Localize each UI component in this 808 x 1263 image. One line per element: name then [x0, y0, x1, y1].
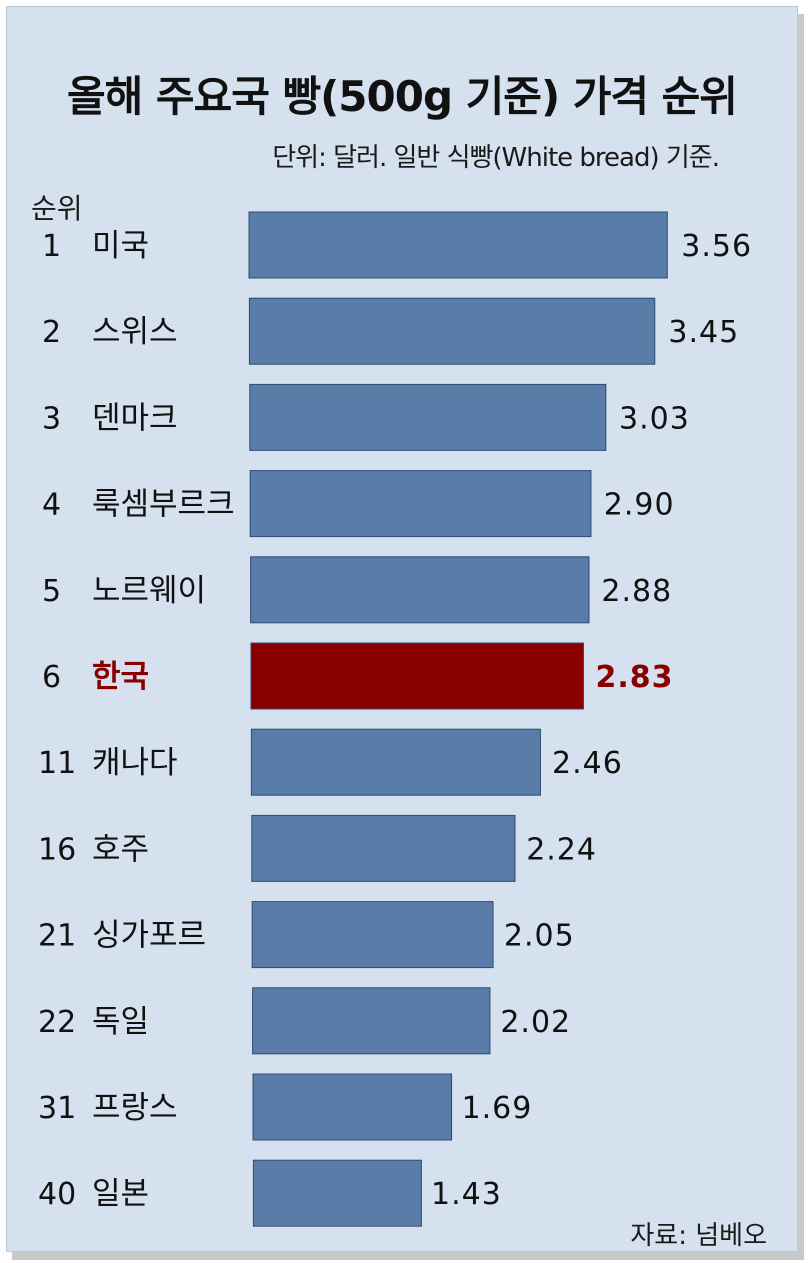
rank-label: 40 [38, 1177, 76, 1212]
category-label: 독일 [92, 1004, 149, 1040]
bar-6 [250, 642, 585, 710]
value-label: 1.69 [462, 1091, 533, 1126]
bar-7 [250, 728, 541, 796]
category-label: 싱가포르 [92, 918, 206, 954]
rank-label: 4 [42, 488, 61, 523]
bars-layer [248, 211, 668, 1227]
bar-1 [248, 211, 668, 279]
category-label: 노르웨이 [92, 573, 206, 609]
bar-10 [252, 987, 491, 1055]
bar-3 [249, 383, 607, 451]
value-label: 2.24 [526, 832, 597, 867]
value-label: 2.88 [601, 574, 672, 609]
category-label: 룩셈부르크 [92, 487, 235, 523]
rank-label: 11 [38, 746, 76, 781]
rank-label: 16 [38, 832, 76, 867]
bar-9 [251, 901, 494, 969]
value-label: 2.02 [500, 1005, 571, 1040]
chart-title: 올해 주요국 빵(500g 기준) 가격 순위 [67, 72, 738, 121]
labels-layer: 1 미국 3.56 2 스위스 3.45 3 덴마크 3.03 4 룩셈부르크 2.90 5 노르웨이 2.… [38, 228, 752, 1212]
chart-subtitle: 단위: 달러. 일반 식빵(White bread) 기준. [272, 143, 720, 173]
value-label: 2.05 [504, 919, 575, 954]
bar-2 [248, 297, 656, 365]
rank-label: 2 [42, 315, 61, 350]
category-label: 프랑스 [92, 1090, 178, 1126]
category-label: 미국 [92, 228, 149, 264]
bar-11 [252, 1073, 453, 1141]
value-label: 2.46 [552, 746, 623, 781]
bar-5 [250, 556, 590, 624]
bar-8 [251, 814, 516, 882]
source-note: 자료: 넘베오 [630, 1221, 767, 1251]
rank-label: 5 [42, 574, 61, 609]
value-label: 3.45 [668, 315, 739, 350]
category-label: 덴마크 [92, 400, 178, 436]
rank-label: 31 [38, 1091, 76, 1126]
value-label: 2.83 [596, 660, 674, 695]
value-label: 2.90 [604, 488, 675, 523]
rank-label: 3 [42, 401, 61, 436]
value-label: 1.43 [431, 1177, 502, 1212]
rank-column-header: 순위 [31, 192, 83, 225]
category-label: 스위스 [92, 314, 178, 350]
bar-12 [252, 1159, 422, 1227]
rank-label: 6 [42, 660, 61, 695]
rank-label: 22 [38, 1005, 76, 1040]
category-label: 한국 [92, 659, 149, 695]
rank-label: 21 [38, 919, 76, 954]
value-label: 3.56 [681, 229, 752, 264]
category-label: 캐나다 [92, 745, 178, 781]
category-label: 일본 [92, 1176, 149, 1212]
category-label: 호주 [92, 831, 149, 867]
bar-4 [249, 470, 592, 538]
rank-label: 1 [42, 229, 61, 264]
value-label: 3.03 [619, 401, 690, 436]
